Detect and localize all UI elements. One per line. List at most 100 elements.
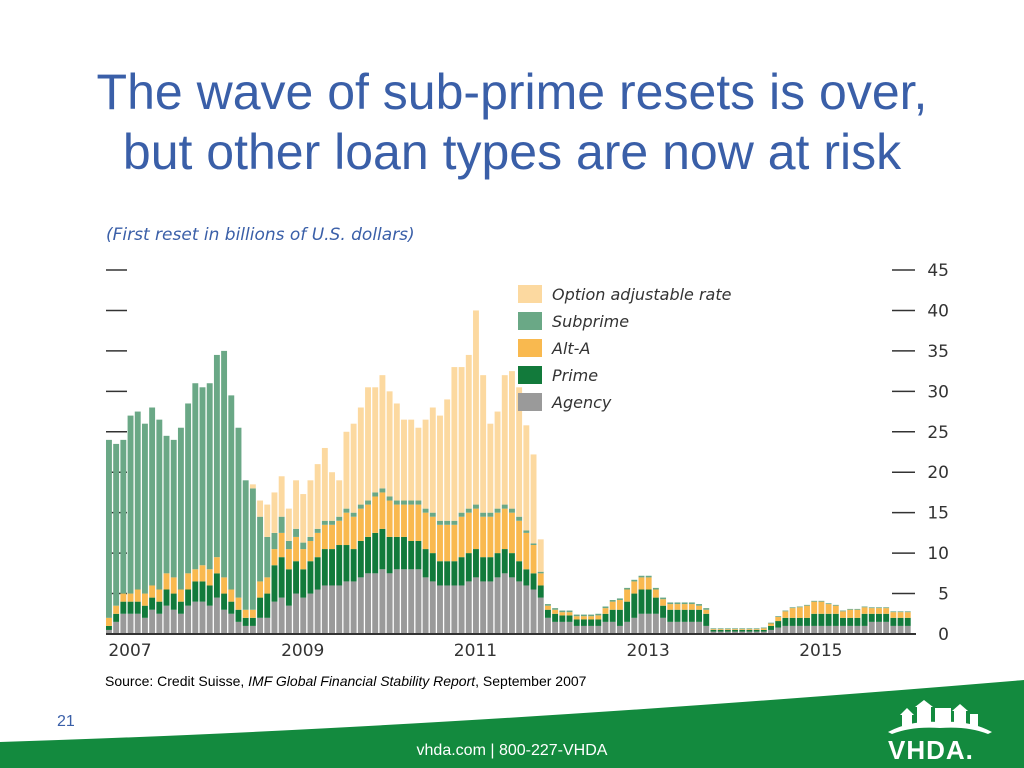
bar-segment — [300, 597, 307, 634]
bar-segment — [825, 604, 832, 614]
bar-segment — [523, 585, 530, 634]
bar-segment — [681, 609, 688, 622]
bar-segment — [199, 565, 206, 582]
bar-segment — [847, 608, 854, 610]
bar-segment — [278, 557, 285, 598]
bar-segment — [177, 589, 184, 602]
bar-segment — [717, 629, 724, 632]
legend-label: Agency — [551, 393, 612, 412]
bar-segment — [804, 625, 810, 634]
bar-segment — [739, 631, 746, 634]
bar-segment — [566, 621, 573, 634]
vhda-logo-icon — [888, 700, 992, 734]
bar-segment — [775, 617, 782, 622]
bar-segment — [804, 617, 810, 626]
bar-segment — [221, 350, 228, 578]
bar-segment — [386, 573, 393, 634]
bar-segment — [206, 383, 213, 570]
bar-segment — [257, 597, 264, 618]
bar-segment — [530, 589, 537, 634]
bar-segment — [681, 621, 688, 634]
bar-segment — [753, 628, 760, 630]
bar-segment — [401, 419, 407, 501]
legend-swatch — [518, 339, 542, 357]
bar-segment — [487, 423, 494, 513]
bar-segment — [242, 480, 249, 610]
bar-segment — [329, 520, 335, 525]
bar-segment — [674, 602, 681, 605]
bar-segment — [185, 589, 192, 606]
bar-segment — [616, 625, 623, 634]
bar-segment — [422, 549, 429, 578]
x-tick-label: 2013 — [627, 641, 670, 661]
legend-swatch — [518, 312, 542, 330]
bar-segment — [141, 617, 148, 634]
bar-segment — [602, 606, 609, 609]
bar-segment — [595, 619, 602, 626]
bar-segment — [825, 613, 832, 626]
bar-segment — [271, 565, 278, 602]
bar-segment — [638, 575, 645, 578]
bar-segment — [170, 609, 177, 634]
bar-segment — [278, 516, 285, 533]
bar-segment — [696, 604, 703, 606]
bar-segment — [343, 581, 350, 634]
bar-segment — [458, 512, 465, 517]
bar-segment — [408, 504, 415, 541]
bar-segment — [213, 597, 220, 634]
bar-segment — [509, 553, 515, 578]
bar-segment — [624, 587, 631, 590]
bar-segment — [854, 617, 861, 626]
bar-segment — [480, 375, 487, 513]
bar-segment — [429, 512, 436, 517]
bar-segment — [537, 571, 544, 574]
bar-segment — [566, 612, 573, 616]
bar-segment — [768, 629, 774, 634]
bar-segment — [300, 494, 307, 543]
bar-segment — [688, 609, 695, 622]
bar-segment — [487, 557, 494, 582]
bar-segment — [904, 611, 911, 613]
bar-segment — [876, 608, 882, 614]
bar-segment — [120, 593, 127, 602]
bar-segment — [386, 500, 393, 537]
bar-segment — [300, 569, 307, 598]
bar-segment — [235, 427, 242, 598]
bar-segment — [588, 625, 595, 634]
bar-segment — [343, 512, 350, 546]
bar-segment — [760, 627, 767, 629]
bar-segment — [544, 605, 551, 610]
bar-segment — [422, 512, 429, 550]
bar-segment — [717, 629, 724, 630]
bar-segment — [192, 601, 199, 634]
bar-segment — [501, 508, 508, 550]
bar-segment — [509, 512, 515, 554]
bar-segment — [768, 625, 774, 630]
bar-segment — [588, 619, 595, 626]
bar-segment — [811, 613, 818, 626]
bar-segment — [444, 399, 451, 521]
slide-number: 21 — [57, 713, 75, 730]
bar-segment — [307, 536, 314, 541]
footer-contact[interactable]: vhda.com | 800-227-VHDA — [416, 742, 608, 759]
slide-title-line1: The wave of sub-prime resets is over, — [96, 64, 928, 120]
bar-segment — [832, 613, 839, 626]
bar-segment — [458, 557, 465, 586]
bar-segment — [257, 581, 264, 598]
vhda-logo-text: VHDA. — [888, 735, 974, 765]
bar-segment — [149, 407, 156, 586]
bar-segment — [732, 628, 738, 630]
bar-segment — [307, 540, 314, 562]
bar-segment — [437, 520, 443, 525]
bar-segment — [271, 601, 278, 634]
bar-segment — [321, 524, 328, 550]
bar-segment — [631, 579, 638, 582]
slide-title-line2: but other loan types are now at risk — [122, 124, 902, 180]
x-tick-label: 2011 — [454, 641, 497, 661]
bar-segment — [451, 524, 458, 562]
bar-segment — [307, 480, 314, 537]
bar-segment — [264, 577, 271, 594]
bar-segment — [616, 609, 623, 626]
bar-segment — [897, 617, 904, 626]
bar-segment — [228, 601, 235, 614]
